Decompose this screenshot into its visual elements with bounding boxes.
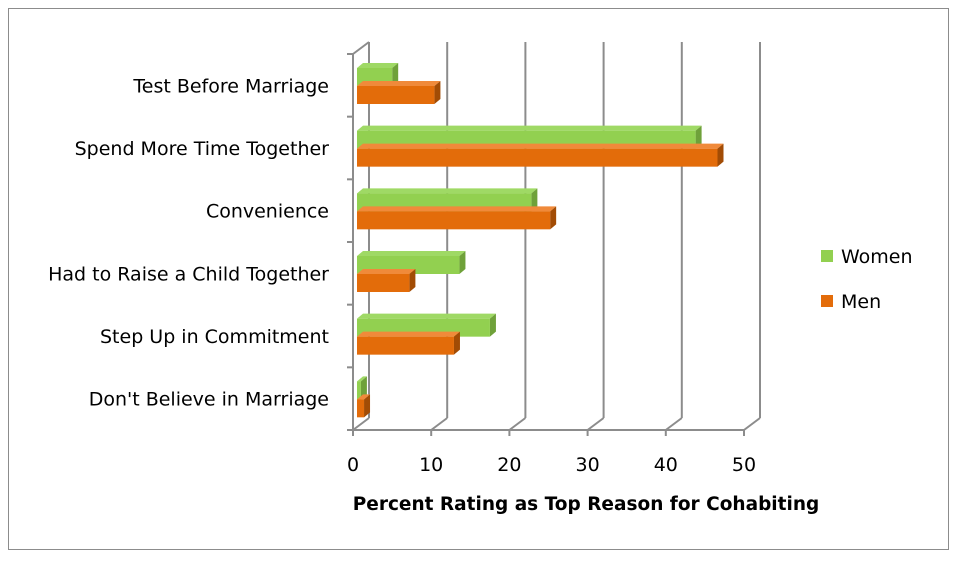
bar-side-women — [531, 188, 538, 212]
legend-swatch-women — [821, 250, 833, 262]
bar-men — [357, 211, 551, 230]
bar-men — [357, 86, 435, 104]
bar-top-men — [357, 143, 724, 149]
bar-side-women — [360, 376, 367, 400]
bar-men — [357, 274, 410, 292]
bar-top-women — [357, 63, 399, 68]
x-tick-label: 0 — [347, 454, 359, 476]
bar-side-men — [453, 331, 460, 355]
category-label: Spend More Time Together — [75, 138, 330, 160]
bar-top-women — [357, 188, 538, 194]
bar-top-men — [357, 81, 441, 86]
bar-side-women — [695, 125, 702, 149]
bar-side-men — [409, 269, 416, 292]
y-axis-top-diagonal — [352, 41, 370, 55]
bar-women — [357, 381, 361, 400]
bar-top-men — [357, 206, 557, 212]
bar-top-women — [357, 251, 466, 256]
category-label: Convenience — [206, 201, 329, 223]
bar-men — [357, 399, 365, 418]
floor-line — [586, 417, 605, 431]
floor-line — [665, 417, 683, 431]
x-tick-label: 30 — [576, 454, 600, 476]
bar-top-women — [357, 125, 702, 131]
bar-top-men — [357, 331, 460, 337]
x-tick-label: 40 — [654, 454, 678, 476]
legend-label-women: Women — [841, 246, 913, 268]
bar-side-women — [489, 313, 496, 337]
x-tick-label: 50 — [732, 454, 756, 476]
category-label: Had to Raise a Child Together — [48, 263, 329, 285]
floor-line — [352, 417, 370, 431]
bar-men — [357, 148, 718, 167]
bar-top-women — [357, 376, 367, 382]
bar-side-men — [550, 206, 557, 230]
bar-side-women — [459, 251, 466, 274]
bar-top-men — [357, 394, 371, 400]
chart-frame — [8, 8, 949, 550]
floor-line — [430, 417, 448, 431]
bar-side-men — [364, 394, 371, 418]
bar-top-men — [357, 269, 416, 274]
x-tick-label: 10 — [419, 454, 443, 476]
bar-side-men — [717, 143, 724, 167]
category-label: Step Up in Commitment — [100, 326, 329, 348]
legend-swatch-men — [821, 295, 833, 307]
bar-men — [357, 336, 454, 355]
x-tick-label: 20 — [497, 454, 521, 476]
floor-line — [508, 417, 527, 431]
bar-side-men — [434, 81, 441, 104]
category-label: Test Before Marriage — [132, 75, 329, 97]
x-axis-title: Percent Rating as Top Reason for Cohabit… — [353, 494, 820, 515]
legend-label-men: Men — [841, 291, 881, 313]
category-label: Don't Believe in Marriage — [89, 389, 329, 411]
floor-line — [743, 417, 761, 431]
bar-side-women — [392, 63, 399, 86]
bar-top-women — [357, 313, 496, 319]
